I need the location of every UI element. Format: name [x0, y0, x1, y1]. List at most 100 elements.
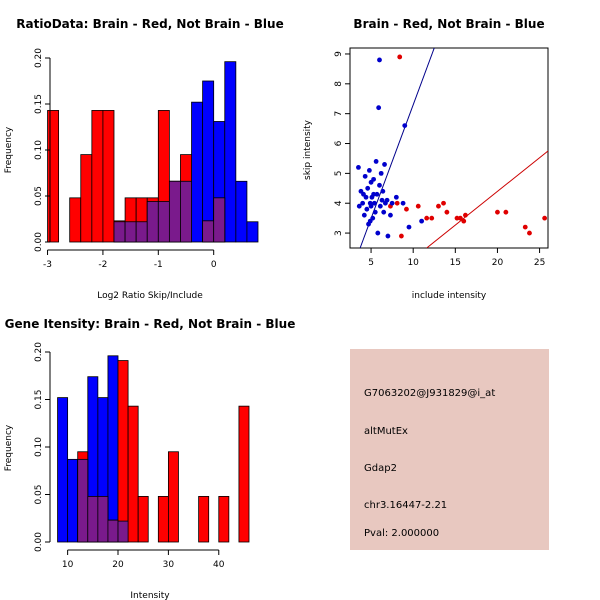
- not-brain-point: [406, 224, 412, 230]
- brain-point: [398, 233, 404, 239]
- not-brain-bar: [246, 221, 259, 243]
- scatter-ylabel: skip intensity: [303, 119, 313, 180]
- brain-point: [503, 209, 509, 215]
- overlap-bar: [157, 201, 170, 243]
- y-tick-label: 5: [334, 171, 344, 177]
- not-brain-point: [377, 182, 382, 188]
- info-background: [350, 349, 549, 550]
- y-tick-label: 0.00: [34, 232, 44, 252]
- not-brain-point: [376, 105, 382, 111]
- y-tick-label: 7: [334, 111, 344, 117]
- brain-point: [424, 215, 430, 221]
- x-tick-label: 15: [450, 258, 461, 268]
- x-tick-label: 20: [492, 258, 504, 268]
- not-brain-point: [389, 200, 395, 206]
- overlap-bar: [168, 180, 181, 243]
- not-brain-point: [372, 200, 377, 206]
- not-brain-point: [374, 191, 380, 197]
- ratio-xlabel: Log2 Ratio Skip/Include: [97, 291, 203, 301]
- y-tick-label: 0.10: [34, 437, 44, 457]
- ratio-ylabel: Frequency: [4, 126, 14, 173]
- gene-histogram: Gene Itensity: Brain - Red, Not Brain - …: [4, 317, 295, 600]
- genomic-location: chr3.16447-2.21: [364, 500, 447, 511]
- not-brain-bar: [235, 180, 248, 243]
- brain-point: [394, 200, 400, 206]
- overlap-bar: [117, 520, 129, 543]
- brain-point: [436, 203, 441, 209]
- x-tick-label: 30: [163, 560, 175, 570]
- not-brain-point: [368, 203, 374, 209]
- overlap-bar: [124, 221, 137, 243]
- x-tick-label: -2: [98, 260, 107, 270]
- intensity-scatter: Brain - Red, Not Brain - Blue include in…: [303, 17, 549, 301]
- overlap-bar: [113, 221, 126, 243]
- brain-point: [463, 212, 468, 218]
- not-brain-point: [362, 173, 368, 179]
- brain-point: [461, 218, 467, 224]
- x-tick-label: 20: [112, 560, 124, 570]
- brain-point: [441, 200, 446, 206]
- not-brain-point: [373, 159, 379, 164]
- x-tick-label: -1: [154, 260, 163, 270]
- brain-point: [522, 224, 528, 230]
- scatter-title: Brain - Red, Not Brain - Blue: [353, 17, 544, 31]
- not-brain-point: [393, 194, 399, 200]
- x-tick-label: 10: [62, 560, 74, 570]
- brain-bar: [127, 405, 139, 543]
- not-brain-point: [372, 209, 378, 215]
- scatter-axes: 3 4 5 6 7 8 9 5 10 15 20 25: [334, 51, 545, 268]
- y-tick-label: 4: [334, 200, 344, 206]
- not-brain-bar: [191, 101, 204, 243]
- not-brain-point: [380, 188, 386, 194]
- not-brain-bar: [67, 458, 79, 543]
- not-brain-point: [363, 194, 369, 200]
- brain-bar: [167, 451, 179, 543]
- not-brain-point: [377, 203, 383, 209]
- x-tick-label: 0: [211, 260, 217, 270]
- not-brain-point: [419, 218, 425, 224]
- gene-ylabel: Frequency: [4, 424, 14, 471]
- not-brain-point: [356, 165, 361, 170]
- brain-point: [542, 215, 548, 221]
- y-tick-label: 9: [334, 51, 344, 57]
- not-brain-point: [379, 197, 385, 203]
- y-tick-label: 0.20: [34, 48, 44, 68]
- scatter-xlabel: include intensity: [412, 291, 487, 301]
- scatter-inner: [356, 48, 548, 248]
- not-brain-bar: [202, 80, 215, 243]
- not-brain-point: [402, 123, 408, 129]
- ratio-title: RatioData: Brain - Red, Not Brain - Blue: [16, 17, 283, 31]
- brain-bar: [47, 110, 60, 243]
- scatter-plot-box: [349, 47, 549, 249]
- brain-point: [527, 230, 532, 236]
- brain-point: [397, 54, 403, 60]
- overlap-bar: [77, 458, 89, 543]
- brain-bar: [69, 197, 82, 243]
- overlap-bar: [180, 180, 192, 243]
- not-brain-point: [382, 162, 387, 167]
- gene-bars: [57, 355, 250, 543]
- brain-bar: [218, 495, 230, 543]
- y-tick-label: 0.15: [34, 94, 44, 114]
- x-tick-label: 10: [407, 258, 419, 268]
- not-brain-point: [378, 170, 384, 176]
- overlap-bar: [135, 221, 148, 243]
- info-panel: G7063202@J931829@i_at altMutEx Gdap2 chr…: [350, 349, 549, 550]
- not-brain-bar: [107, 355, 119, 543]
- brain-point: [429, 215, 435, 221]
- overlap-bar: [146, 201, 159, 243]
- overlap-bar: [87, 495, 99, 543]
- p-value: Pval: 2.000000: [364, 528, 439, 539]
- gene-xlabel: Intensity: [130, 591, 170, 600]
- brain-bar: [91, 110, 104, 243]
- y-tick-label: 6: [334, 140, 344, 146]
- not-brain-point: [385, 233, 391, 239]
- brain-bar: [137, 495, 149, 543]
- overlap-bar: [97, 495, 109, 543]
- not-brain-point: [364, 206, 370, 212]
- y-tick-label: 8: [334, 81, 344, 87]
- probe-id: G7063202@J931829@i_at: [364, 388, 495, 399]
- y-tick-label: 0.05: [34, 186, 44, 206]
- gene-axes: 0.00 0.05 0.10 0.15 0.20 10 20 30 40: [34, 342, 225, 570]
